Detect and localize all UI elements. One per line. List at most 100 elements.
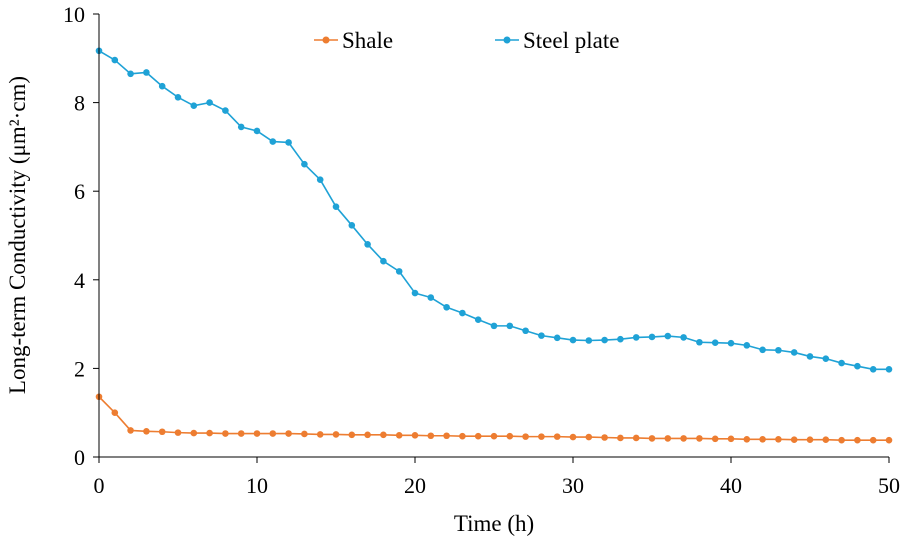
data-point-steel-plate xyxy=(427,294,435,301)
data-point-steel-plate xyxy=(332,203,340,210)
data-point-steel-plate xyxy=(822,355,830,362)
data-point-steel-plate xyxy=(301,160,308,168)
data-point-steel-plate xyxy=(680,334,687,341)
data-point-shale xyxy=(727,435,735,443)
data-point-steel-plate xyxy=(285,139,292,146)
data-point-shale xyxy=(711,435,719,443)
data-point-steel-plate xyxy=(222,107,229,114)
data-point-steel-plate xyxy=(490,322,498,330)
data-point-shale xyxy=(474,432,482,440)
data-point-shale xyxy=(838,436,845,444)
data-point-steel-plate xyxy=(617,335,624,343)
data-point-steel-plate xyxy=(190,102,198,109)
data-point-shale xyxy=(869,436,877,444)
data-point-shale xyxy=(806,436,814,444)
y-axis-title: Long-term Conductivity (μm²·cm) xyxy=(5,76,30,394)
y-tick-label: 4 xyxy=(74,268,85,293)
data-point-steel-plate xyxy=(648,333,656,341)
x-tick-label: 30 xyxy=(562,473,584,498)
data-point-steel-plate xyxy=(411,289,419,297)
data-point-steel-plate xyxy=(253,127,261,135)
y-tick-label: 8 xyxy=(74,91,85,116)
data-point-shale xyxy=(585,433,593,441)
y-tick-label: 10 xyxy=(63,2,85,27)
data-point-shale xyxy=(269,430,277,437)
data-point-shale xyxy=(696,435,703,442)
data-point-steel-plate xyxy=(790,349,798,356)
data-point-steel-plate xyxy=(143,69,150,76)
data-point-shale xyxy=(790,436,798,444)
data-point-steel-plate xyxy=(237,123,245,131)
data-point-shale xyxy=(411,431,419,439)
data-point-steel-plate xyxy=(506,322,514,330)
data-point-steel-plate xyxy=(711,339,719,347)
data-point-shale xyxy=(885,436,893,444)
data-point-steel-plate xyxy=(838,359,845,367)
legend: Shale Steel plate xyxy=(314,28,619,53)
data-point-steel-plate xyxy=(316,176,324,183)
data-point-shale xyxy=(348,431,356,439)
data-point-steel-plate xyxy=(569,336,577,344)
data-point-steel-plate xyxy=(775,346,782,354)
y-tick-label: 2 xyxy=(74,356,85,381)
data-point-steel-plate xyxy=(158,82,166,90)
data-point-shale xyxy=(822,436,830,444)
legend-label-steel-plate: Steel plate xyxy=(523,28,619,53)
data-point-steel-plate xyxy=(538,332,545,339)
data-point-steel-plate xyxy=(601,336,608,344)
data-point-shale xyxy=(680,435,687,442)
data-point-shale xyxy=(427,432,435,440)
data-point-shale xyxy=(775,435,782,443)
data-point-steel-plate xyxy=(727,339,735,347)
data-point-steel-plate xyxy=(364,241,371,248)
data-point-shale xyxy=(664,435,672,442)
data-point-steel-plate xyxy=(743,342,751,349)
data-point-steel-plate xyxy=(380,257,387,265)
data-point-shale xyxy=(190,429,198,437)
data-point-steel-plate xyxy=(206,99,213,106)
data-point-shale xyxy=(316,431,324,438)
data-point-steel-plate xyxy=(806,353,814,360)
data-point-steel-plate xyxy=(585,337,593,344)
data-point-steel-plate xyxy=(854,362,861,370)
data-point-steel-plate xyxy=(696,338,703,346)
legend-label-shale: Shale xyxy=(342,28,393,53)
data-point-shale xyxy=(617,434,624,442)
data-point-shale xyxy=(301,430,308,438)
data-point-shale xyxy=(143,428,150,435)
series-shale xyxy=(95,393,893,444)
series-line-steel-plate xyxy=(98,50,889,371)
data-point-shale xyxy=(285,430,292,437)
data-point-shale xyxy=(601,434,608,441)
x-tick-label: 10 xyxy=(246,473,268,498)
data-point-shale xyxy=(553,433,561,440)
legend-marker-shale xyxy=(322,36,330,44)
data-point-steel-plate xyxy=(759,346,766,354)
data-point-steel-plate xyxy=(459,309,466,317)
data-point-shale xyxy=(459,432,466,440)
x-tick-label: 50 xyxy=(878,473,900,498)
data-point-shale xyxy=(854,436,861,444)
series-steel-plate xyxy=(95,47,893,373)
data-point-steel-plate xyxy=(127,70,134,78)
data-point-steel-plate xyxy=(348,222,356,229)
data-point-steel-plate xyxy=(869,365,877,373)
data-point-steel-plate xyxy=(632,334,640,341)
data-point-shale xyxy=(380,431,387,439)
y-tick-label: 0 xyxy=(74,445,85,470)
data-point-shale xyxy=(332,431,340,438)
data-point-shale xyxy=(174,429,182,436)
legend-marker-steel-plate xyxy=(503,36,511,44)
data-point-shale xyxy=(743,435,751,443)
data-point-steel-plate xyxy=(395,268,403,275)
data-point-shale xyxy=(506,432,514,440)
data-point-shale xyxy=(253,430,261,437)
data-point-shale xyxy=(443,432,450,440)
data-point-steel-plate xyxy=(474,316,482,323)
data-point-shale xyxy=(111,409,119,417)
data-point-steel-plate xyxy=(174,93,182,101)
data-point-shale xyxy=(395,431,403,439)
data-point-shale xyxy=(632,434,640,442)
data-point-shale xyxy=(222,430,229,437)
data-point-shale xyxy=(158,428,166,436)
